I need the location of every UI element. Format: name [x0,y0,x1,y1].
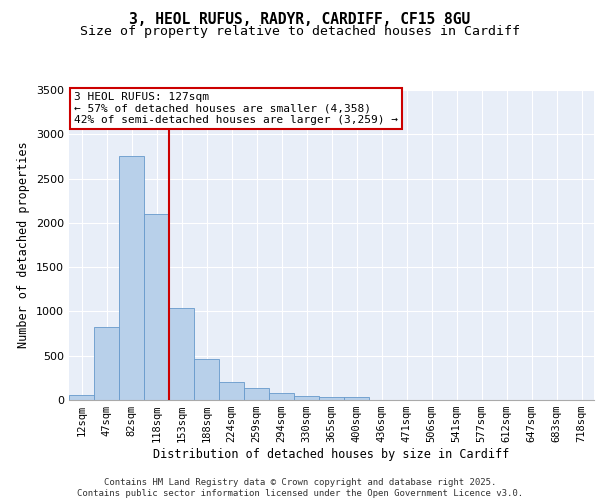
Bar [194,360,219,400]
Y-axis label: Number of detached properties: Number of detached properties [17,142,31,348]
X-axis label: Distribution of detached houses by size in Cardiff: Distribution of detached houses by size … [154,448,509,461]
Bar [69,395,94,400]
Bar [169,308,194,400]
Bar [244,388,269,400]
Bar [94,328,119,400]
Bar [319,398,344,400]
Text: Contains HM Land Registry data © Crown copyright and database right 2025.
Contai: Contains HM Land Registry data © Crown c… [77,478,523,498]
Text: Size of property relative to detached houses in Cardiff: Size of property relative to detached ho… [80,25,520,38]
Text: 3 HEOL RUFUS: 127sqm
← 57% of detached houses are smaller (4,358)
42% of semi-de: 3 HEOL RUFUS: 127sqm ← 57% of detached h… [74,92,398,124]
Bar [219,382,244,400]
Bar [119,156,144,400]
Bar [344,398,369,400]
Bar [269,394,294,400]
Bar [294,396,319,400]
Bar [144,214,169,400]
Text: 3, HEOL RUFUS, RADYR, CARDIFF, CF15 8GU: 3, HEOL RUFUS, RADYR, CARDIFF, CF15 8GU [130,12,470,28]
